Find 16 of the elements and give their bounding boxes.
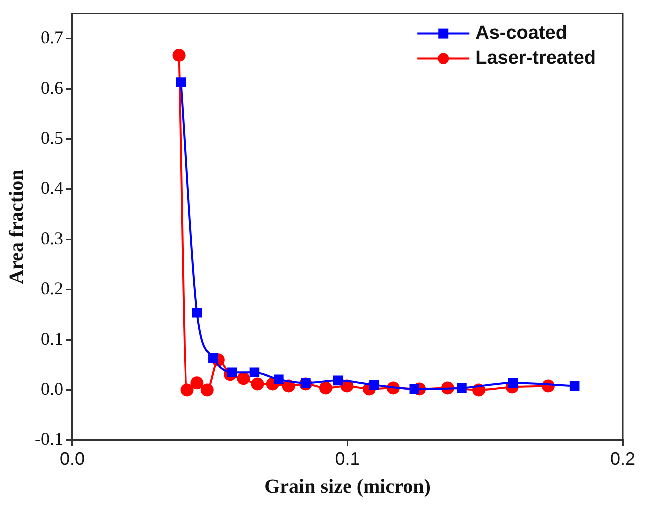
- x-tick-label: 0.2: [610, 449, 636, 470]
- y-tick-label: 0.0: [40, 378, 64, 399]
- y-axis-title: Area fraction: [6, 170, 28, 284]
- y-tick-label: 0.5: [40, 128, 64, 148]
- y-tick-label: 0.1: [40, 328, 64, 349]
- x-axis-title: Grain size (micron): [264, 476, 431, 498]
- x-tick-label: 0.1: [335, 449, 360, 470]
- y-tick-label: 0.3: [40, 228, 64, 248]
- legend-label: As-coated: [476, 23, 568, 44]
- y-tick-label: 0.6: [40, 78, 64, 98]
- y-tick-label: 0.2: [40, 278, 64, 299]
- y-tick-label: 0.7: [40, 28, 64, 48]
- x-tick-label: 0.0: [60, 449, 86, 470]
- y-tick-label: -0.1: [34, 429, 64, 450]
- legend-label: Laser-treated: [476, 48, 596, 70]
- y-tick-label: 0.4: [40, 178, 64, 198]
